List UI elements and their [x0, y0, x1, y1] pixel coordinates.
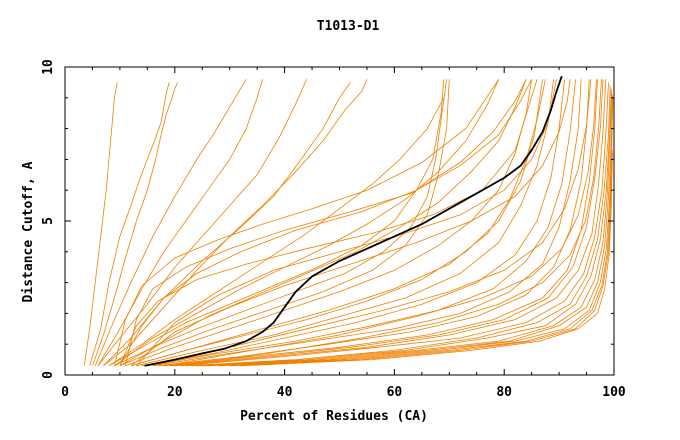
series-line-m28 — [191, 88, 612, 367]
x-axis-label: Percent of Residues (CA) — [240, 409, 428, 424]
x-tick-labels: 0 20 40 60 80 100 — [61, 385, 626, 400]
series-line-m6 — [97, 79, 307, 367]
series-line-m25 — [174, 79, 607, 367]
series-line-m19 — [141, 79, 565, 367]
series-line-m36 — [119, 79, 527, 366]
series-line-m12 — [119, 79, 450, 367]
series-line-m9 — [108, 97, 445, 367]
series-line-m3 — [92, 82, 178, 366]
series-line-m18 — [136, 79, 554, 367]
series-line-m26 — [180, 82, 609, 367]
series-line-m37 — [125, 79, 532, 366]
series-line-m31 — [207, 97, 614, 367]
series-line-m24 — [169, 79, 604, 367]
series-line-m35 — [130, 79, 571, 367]
series-line-m38 — [136, 79, 557, 367]
y-tick-label-10: 10 — [41, 59, 56, 75]
series-line-m27 — [185, 85, 611, 367]
x-tick-label-100: 100 — [602, 385, 626, 400]
series-line-m43 — [174, 79, 602, 367]
series-line-m16 — [130, 79, 543, 367]
series-line-m40 — [119, 79, 538, 366]
series-line-m11 — [114, 79, 447, 367]
chart-title: T1013-D1 — [317, 19, 380, 34]
series-line-m41 — [152, 79, 592, 367]
series-line-m20 — [147, 79, 576, 367]
y-axis-label: Distance Cutoff, A — [21, 161, 36, 302]
series-line-m29 — [196, 91, 613, 367]
series-layer — [83, 79, 614, 367]
x-tick-label-60: 60 — [387, 385, 403, 400]
series-line-m2 — [89, 82, 170, 366]
series-line-m1 — [83, 82, 118, 366]
series-line-m30 — [202, 94, 613, 367]
series-line-m4 — [94, 79, 247, 366]
x-tick-label-0: 0 — [61, 385, 69, 400]
series-line-m32 — [218, 147, 613, 367]
series-line-m7 — [103, 79, 368, 367]
x-tick-label-80: 80 — [496, 385, 512, 400]
y-tick-label-5: 5 — [41, 217, 56, 225]
series-line-m10 — [108, 79, 445, 367]
axis-ticks — [64, 66, 615, 376]
y-tick-labels: 0 5 10 — [41, 59, 56, 379]
series-line-m8 — [103, 82, 351, 367]
series-line-m21 — [152, 79, 582, 367]
series-line-m17 — [130, 79, 546, 367]
series-line-m42 — [163, 79, 597, 367]
series-line-m34 — [240, 153, 613, 367]
y-tick-label-0: 0 — [41, 371, 56, 379]
x-tick-label-40: 40 — [277, 385, 293, 400]
series-line-m23 — [163, 79, 598, 367]
series-line-m15 — [125, 79, 532, 367]
x-tick-label-20: 20 — [167, 385, 183, 400]
series-line-m13 — [114, 79, 500, 367]
highlight-series-line — [144, 75, 563, 367]
highlight-layer — [144, 75, 563, 367]
series-line-m33 — [229, 150, 613, 367]
series-line-m39 — [114, 79, 500, 366]
